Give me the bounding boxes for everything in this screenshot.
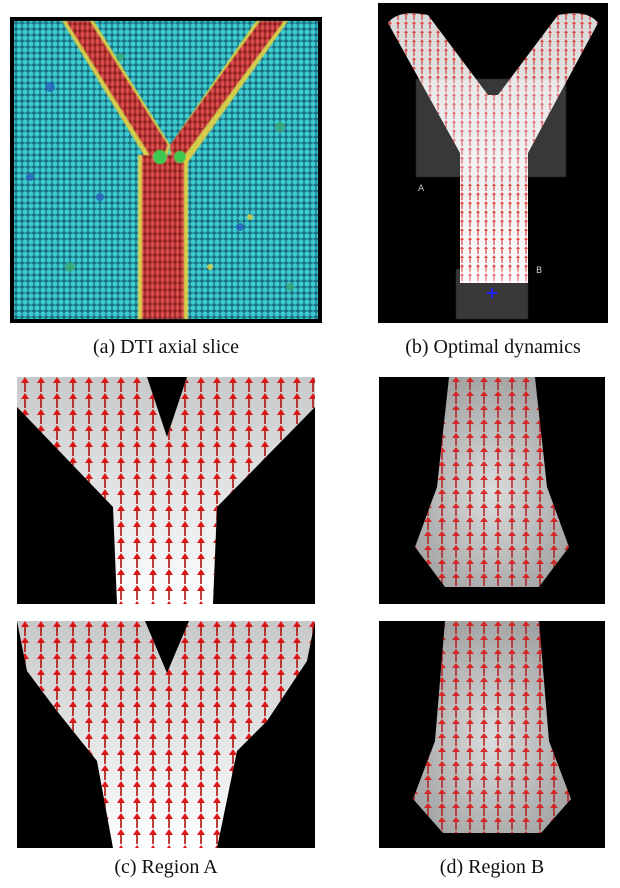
optimal-dynamics-vector-field: A B — [378, 3, 608, 323]
caption-b: (b) Optimal dynamics — [405, 336, 581, 358]
dti-axial-slice-image — [10, 17, 322, 323]
region-b-vector-field — [379, 377, 605, 604]
region-a-box — [415, 78, 567, 178]
region-a-panel-bottom — [17, 621, 315, 848]
region-b-panel-top — [379, 377, 605, 604]
dti-axial-slice-panel — [10, 17, 322, 323]
region-a-vector-field — [17, 377, 315, 604]
caption-c: (c) Region A — [114, 856, 218, 878]
region-a-vector-field-alt — [17, 621, 315, 848]
caption-a: (a) DTI axial slice — [92, 336, 240, 358]
optimal-dynamics-panel: A B — [378, 3, 608, 323]
region-b-vector-field-alt — [379, 621, 605, 848]
region-a-label: A — [418, 184, 425, 194]
caption-d: (d) Region B — [439, 856, 545, 878]
region-b-panel-bottom — [379, 621, 605, 848]
region-a-panel-top — [17, 377, 315, 604]
region-b-label: B — [536, 266, 542, 276]
seed-cross-icon — [487, 288, 497, 298]
